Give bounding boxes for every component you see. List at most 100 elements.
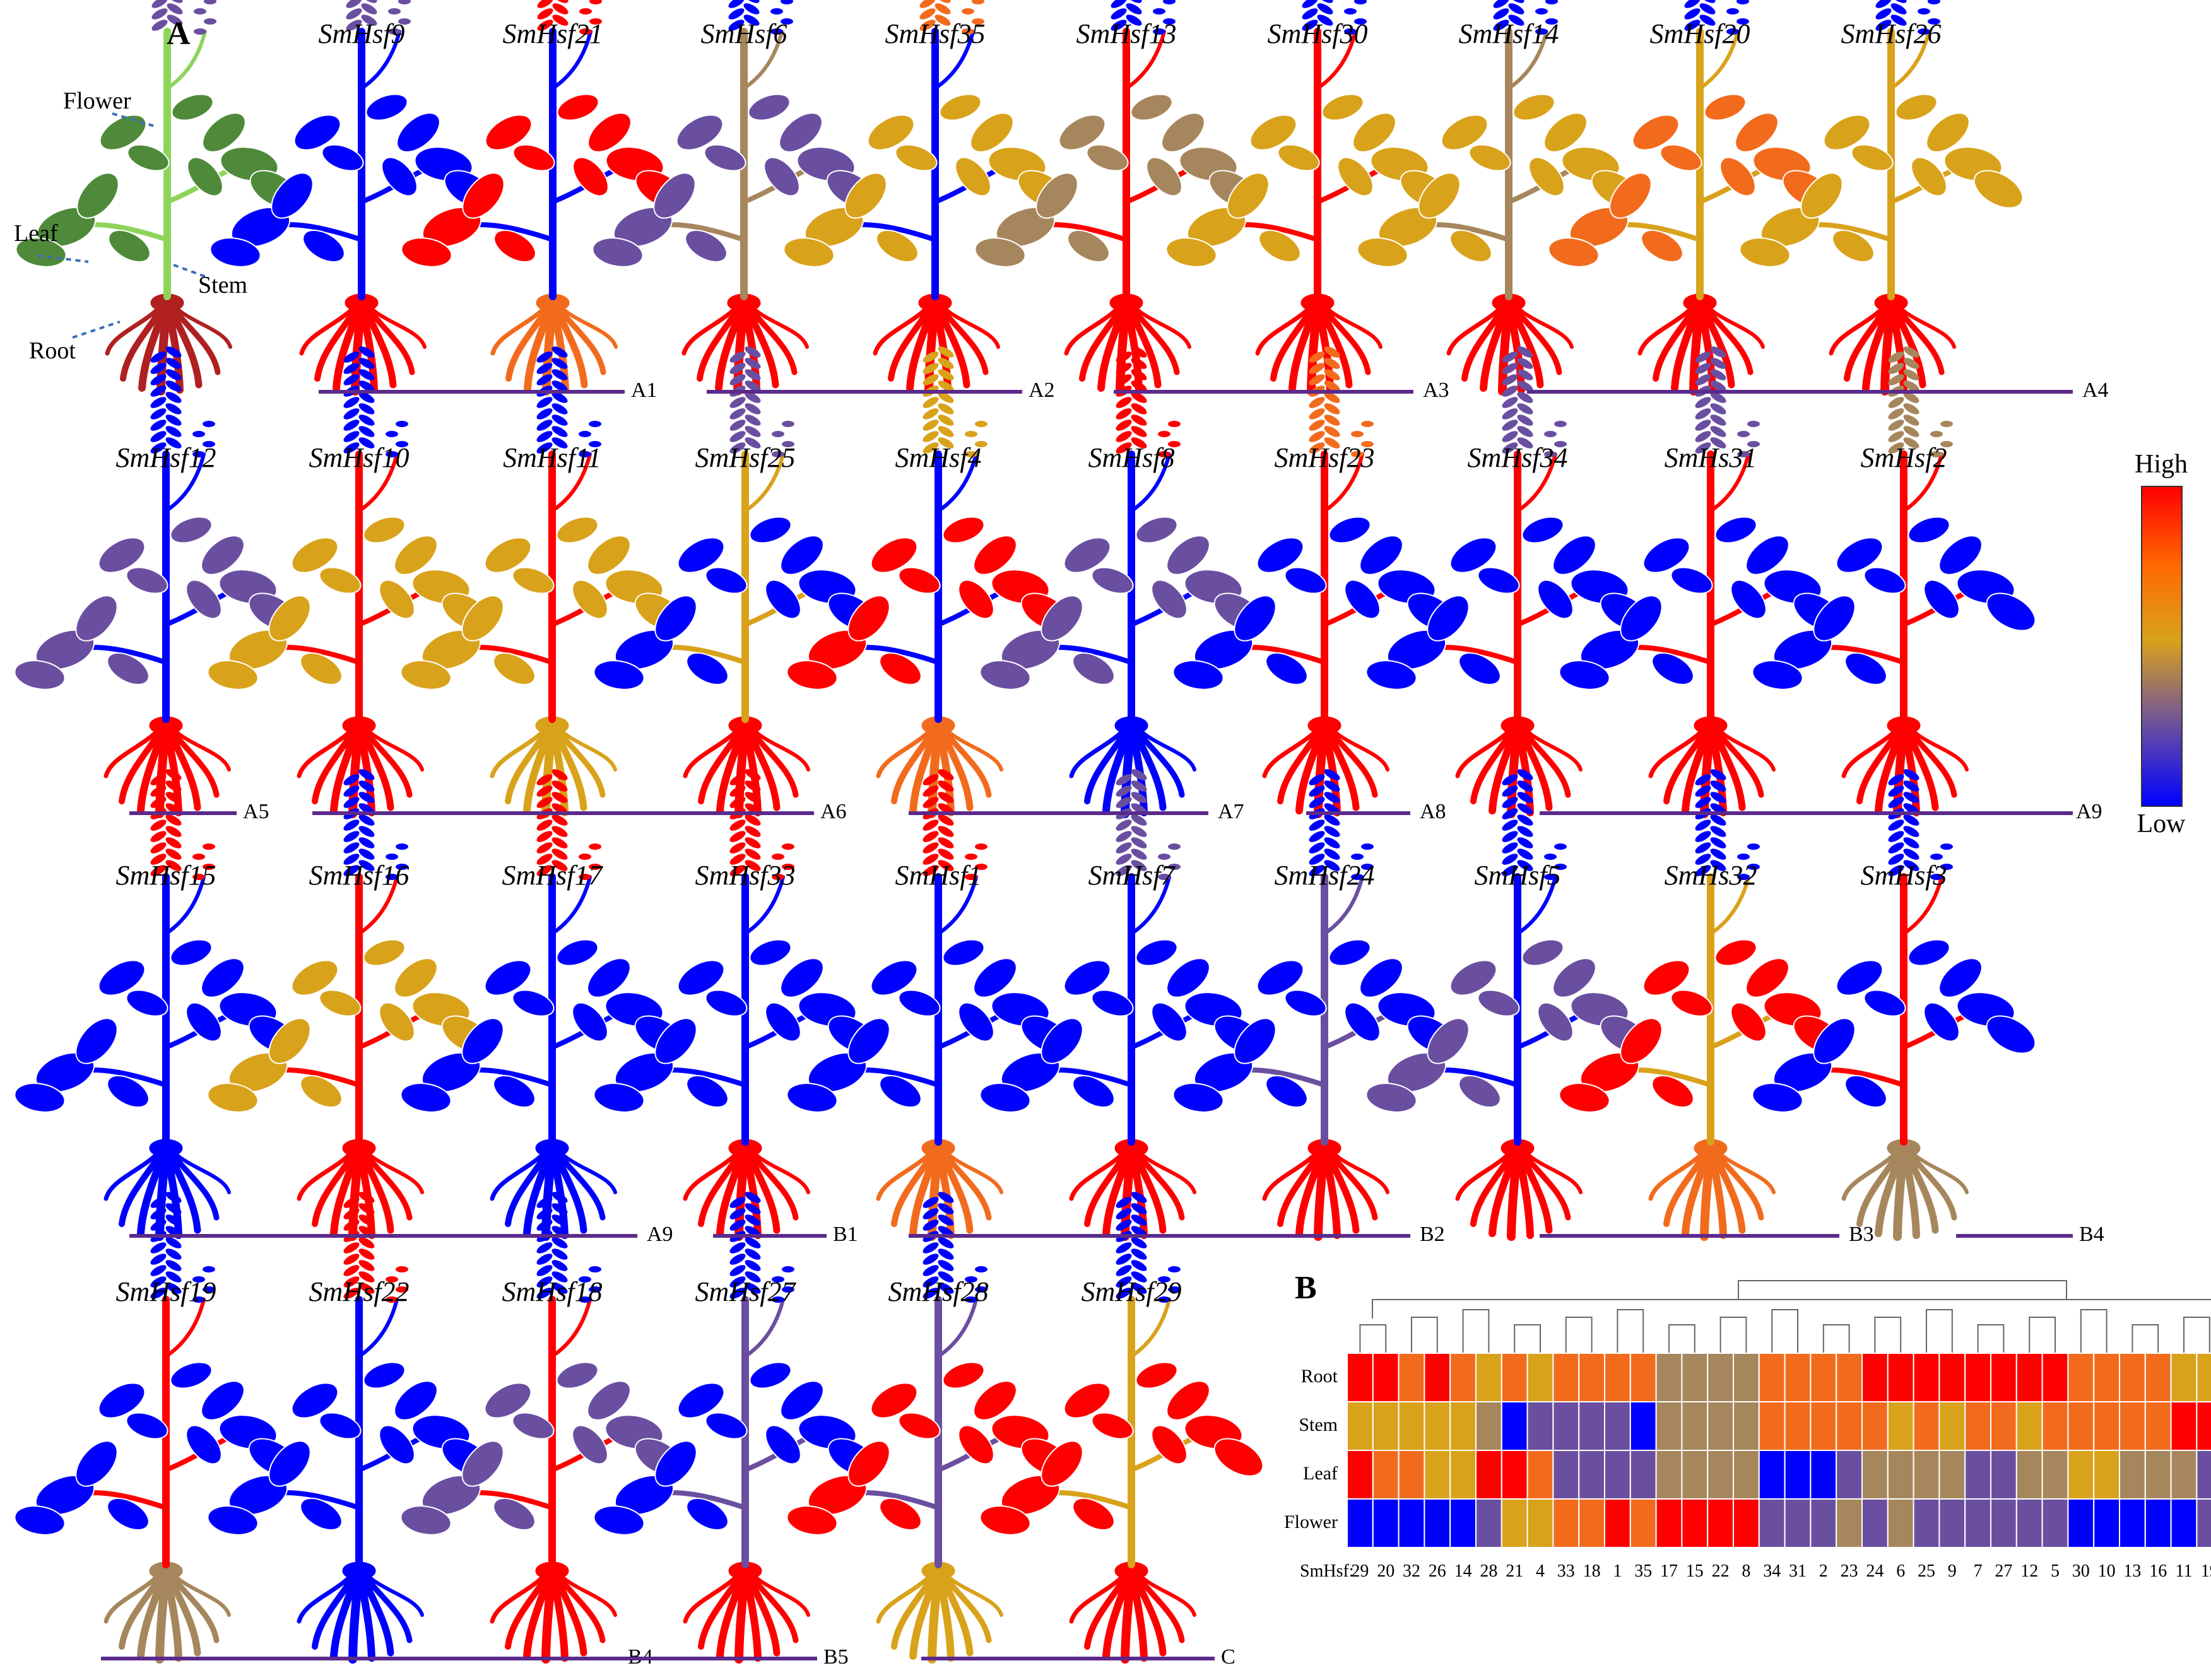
gene-label: SmHsf12	[115, 442, 216, 473]
heatmap-column-label: 22	[1711, 1561, 1730, 1581]
plant-SmHs31	[1559, 346, 1843, 818]
plant-SmHsf12	[14, 346, 298, 818]
plant-SmHsf23-root	[1262, 715, 1389, 818]
heatmap-column-label: 8	[1742, 1561, 1751, 1581]
plant-SmHsf22-leaf	[207, 1361, 492, 1536]
plant-SmHsf10-root	[297, 715, 424, 818]
group-label: A6	[820, 800, 847, 823]
gene-label: SmHsf11	[503, 442, 601, 473]
gene-label: SmHsf18	[502, 1276, 603, 1307]
plant-SmHsf34	[1365, 346, 1650, 818]
plant-SmHsf20-flower	[1684, 0, 1749, 35]
plant-SmHsf8-flower	[1116, 346, 1181, 457]
plant-SmHsf7-flower	[1116, 769, 1181, 880]
group-line	[319, 390, 625, 394]
plant-SmHsf21-root	[490, 292, 618, 396]
plant-SmHsf25	[593, 346, 878, 818]
group-line	[1306, 811, 1410, 815]
group-line	[1956, 1234, 2073, 1238]
plant-SmHsf23	[1172, 346, 1457, 818]
heatmap-column-label: 25	[1918, 1561, 1935, 1581]
group-line	[312, 811, 814, 815]
panel-b-label: B	[1295, 1270, 1317, 1306]
plant-SmHsf25-root	[683, 715, 810, 818]
gene-label: SmHsf15	[115, 860, 216, 891]
group-line	[909, 811, 1208, 815]
heatmap-column-label: 9	[1947, 1561, 1957, 1581]
gene-label: SmHsf30	[1267, 18, 1368, 49]
group-label: A9	[647, 1223, 673, 1246]
heatmap-column-label: 13	[2123, 1561, 2142, 1581]
plant-SmHsf2-leaf	[1752, 516, 2036, 690]
gene-label: SmHsf14	[1458, 18, 1559, 49]
gene-label: SmHsf22	[309, 1276, 410, 1307]
plant-SmHsf18-leaf	[400, 1361, 685, 1536]
plant-SmHs32-root	[1648, 1137, 1776, 1241]
group-label: A9	[2076, 800, 2102, 823]
plant-SmHsf3-root	[1841, 1137, 1969, 1241]
plant-SmHs31-root	[1648, 715, 1776, 818]
plant-SmHsf26-leaf	[1739, 93, 2024, 267]
group-line	[1540, 811, 2073, 815]
plant-SmHsf9	[209, 0, 494, 396]
group-label: A1	[631, 379, 657, 402]
group-label: B1	[833, 1223, 858, 1246]
gene-label: SmHsf5	[1474, 860, 1561, 891]
gene-label: SmHsf4	[895, 442, 982, 473]
group-line	[1540, 1234, 1839, 1238]
heatmap-row-label: Flower	[1284, 1512, 1338, 1532]
plant-SmHsf11-leaf	[400, 516, 685, 690]
gene-label: SmHsf35	[885, 18, 986, 49]
plant-SmHsf1-leaf	[786, 939, 1071, 1113]
plant-SmHsf12-leaf	[14, 516, 298, 690]
gene-label: SmHsf7	[1088, 860, 1175, 891]
plant-SmHsf25-leaf	[593, 516, 878, 690]
plant-SmHsf14-root	[1446, 292, 1574, 396]
plant-SmHsf26-flower	[1875, 0, 1940, 35]
group-line	[101, 1657, 622, 1660]
plant-SmHsf20	[1548, 0, 1832, 396]
plant-SmHsf4-root	[876, 715, 1003, 818]
group-label: A7	[1218, 800, 1244, 823]
heatmap-column-label: 33	[1557, 1561, 1575, 1581]
plant-SmHsf24-root	[1262, 1137, 1389, 1241]
legend-high-label: High	[2135, 450, 2188, 479]
heatmap-column-label: 2	[1819, 1561, 1828, 1581]
plant-SmHsf16-root	[297, 1137, 424, 1241]
plant-SmHsf24-leaf	[1172, 939, 1457, 1113]
plant-SmHsf2	[1752, 346, 2036, 818]
heatmap-row-label: Stem	[1299, 1414, 1338, 1435]
gene-label: SmHsf17	[502, 860, 603, 891]
heatmap-column-label: 5	[2051, 1561, 2060, 1581]
plant-SmHsf22-root	[297, 1560, 424, 1664]
plant-SmHsf35-leaf	[783, 93, 1068, 267]
plant-SmHsf34-root	[1455, 715, 1583, 818]
group-line	[1114, 390, 1413, 394]
group-label: B3	[1849, 1223, 1874, 1246]
group-label: A2	[1029, 379, 1055, 402]
gene-label: SmHsf2	[1860, 442, 1947, 473]
group-label: C	[1221, 1645, 1235, 1669]
anatomy-stem-label: Stem	[198, 272, 248, 298]
plant-SmHsf17-flower	[536, 769, 601, 880]
heatmap-column-label: 31	[1789, 1561, 1807, 1581]
plant-SmHsf28-flower	[923, 1192, 988, 1303]
gene-label: SmHsf26	[1841, 18, 1942, 49]
anatomy-pointers	[37, 112, 209, 339]
plant-SmHsf28	[786, 1192, 1071, 1664]
plant-SmHsf35	[783, 0, 1068, 396]
plant-SmHsf19	[14, 1192, 298, 1664]
gene-label: SmHsf25	[695, 442, 796, 473]
heatmap-column-label: 26	[1428, 1561, 1446, 1581]
plant-SmHsf6-flower	[728, 0, 793, 35]
plant-SmHsf28-leaf	[786, 1361, 1071, 1536]
heatmap-column-label: 34	[1763, 1561, 1781, 1581]
gene-label: SmHsf27	[695, 1276, 796, 1307]
anatomy-leaf-label: Leaf	[14, 220, 58, 247]
plant-SmHsf15	[14, 769, 298, 1241]
group-line	[707, 390, 1022, 394]
group-line	[713, 1234, 827, 1238]
plant-SmHsf35-flower	[919, 0, 984, 35]
heatmap-column-label: 17	[1660, 1561, 1678, 1581]
plant-SmHsf23-flower	[1309, 346, 1374, 457]
